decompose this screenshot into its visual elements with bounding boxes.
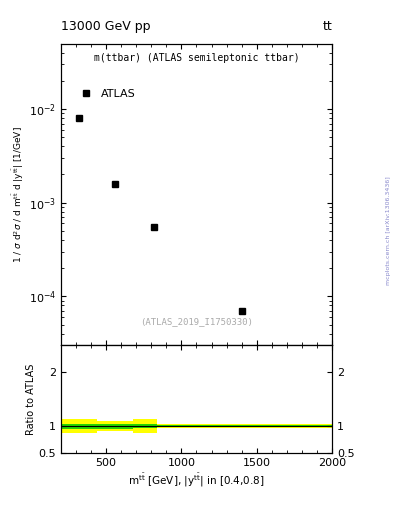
Text: tt: tt [322,20,332,33]
X-axis label: m$^{\mathregular{t\bar{t}}}$ [GeV], |y$^{\mathregular{t\bar{t}}}$| in [0.4,0.8]: m$^{\mathregular{t\bar{t}}}$ [GeV], |y$^… [129,472,264,489]
Text: (ATLAS_2019_I1750330): (ATLAS_2019_I1750330) [140,317,253,326]
Text: 13000 GeV pp: 13000 GeV pp [61,20,151,33]
Y-axis label: Ratio to ATLAS: Ratio to ATLAS [26,364,36,435]
Legend: ATLAS: ATLAS [72,86,139,102]
Text: mcplots.cern.ch [arXiv:1306.3436]: mcplots.cern.ch [arXiv:1306.3436] [386,176,391,285]
Y-axis label: 1 / $\sigma$ d$^{2}\sigma$ / d m$^{\mathregular{t\bar{t}}}$ d |y$^{\mathregular{: 1 / $\sigma$ d$^{2}\sigma$ / d m$^{\math… [10,126,26,263]
Text: m(ttbar) (ATLAS semileptonic ttbar): m(ttbar) (ATLAS semileptonic ttbar) [94,53,299,62]
